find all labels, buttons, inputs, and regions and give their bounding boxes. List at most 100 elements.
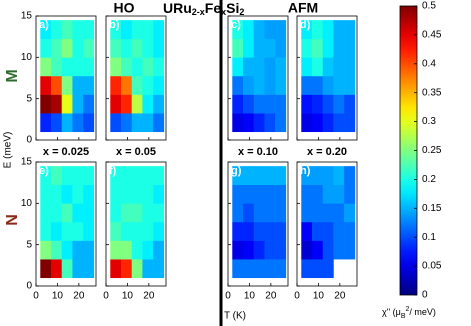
heatmap-cell bbox=[275, 113, 287, 133]
panel-frame bbox=[296, 15, 358, 141]
heatmap-cell bbox=[153, 113, 165, 133]
panel-frame bbox=[296, 161, 358, 287]
x-tick-label: 0 bbox=[294, 291, 300, 302]
heatmap-cell bbox=[51, 166, 63, 186]
doping-label: x = 0.025 bbox=[43, 146, 89, 158]
heatmap-cell bbox=[131, 166, 143, 186]
heatmap-cell bbox=[275, 221, 287, 241]
colorbar-tick-label: 0.15 bbox=[422, 203, 442, 214]
heatmap-cell bbox=[51, 20, 63, 40]
heatmap-cell bbox=[243, 259, 255, 279]
title-subscript: 2-x bbox=[192, 7, 205, 17]
heatmap-cell bbox=[232, 20, 244, 40]
heatmap-cell bbox=[40, 240, 52, 260]
heatmap-cell bbox=[83, 94, 95, 114]
heatmap-cell bbox=[142, 259, 154, 279]
heatmap-cell bbox=[301, 259, 313, 279]
heatmap-cell bbox=[344, 113, 356, 133]
heatmap-cell bbox=[275, 203, 287, 223]
heatmap-cell bbox=[253, 113, 265, 133]
heatmap-cell bbox=[72, 38, 84, 58]
heatmap-cell bbox=[301, 221, 313, 241]
heatmap-cell bbox=[301, 38, 313, 58]
heatmap-cell bbox=[243, 20, 255, 40]
heatmap-cell bbox=[72, 184, 84, 204]
heatmap-cell bbox=[72, 203, 84, 223]
heatmap-cell bbox=[344, 203, 356, 223]
title-subscript: 2 bbox=[239, 7, 244, 17]
heatmap-cell bbox=[153, 203, 165, 223]
heatmap-cell bbox=[131, 20, 143, 40]
heatmap-cell bbox=[301, 20, 313, 40]
heatmap-cell bbox=[121, 20, 133, 40]
heatmap-cell bbox=[110, 57, 122, 77]
heatmap-cell bbox=[61, 113, 73, 133]
panel-label: b) bbox=[109, 19, 120, 31]
heatmap-cell bbox=[312, 259, 324, 279]
heatmap-cell bbox=[243, 240, 255, 260]
heatmap-cell bbox=[61, 203, 73, 223]
colorbar-tick-label: 0.05 bbox=[422, 261, 442, 272]
heatmap-cell bbox=[322, 166, 334, 186]
heatmap-cell bbox=[121, 203, 133, 223]
heatmap-cell bbox=[153, 38, 165, 58]
heatmap-cell bbox=[264, 259, 276, 279]
colorbar-tick-label: 0.4 bbox=[422, 58, 436, 69]
heatmap-cell bbox=[253, 166, 265, 186]
heatmap-cell bbox=[333, 184, 345, 204]
heatmap-cell bbox=[322, 94, 334, 114]
heatmap-cell bbox=[40, 166, 52, 186]
heatmap-cell bbox=[253, 94, 265, 114]
heatmap-cell bbox=[275, 20, 287, 40]
heatmap-cell bbox=[312, 113, 324, 133]
heatmap-cell bbox=[275, 259, 287, 279]
colorbar-tick-label: 0 bbox=[422, 290, 428, 301]
heatmap-cell bbox=[142, 38, 154, 58]
heatmap-cell bbox=[51, 94, 63, 114]
heatmap-cell bbox=[243, 184, 255, 204]
heatmap-cell bbox=[301, 75, 313, 95]
heatmap-cell bbox=[301, 113, 313, 133]
heatmap-cell bbox=[40, 38, 52, 58]
heatmap-cell bbox=[153, 221, 165, 241]
heatmap-cell bbox=[264, 221, 276, 241]
heatmap-cell bbox=[83, 221, 95, 241]
y-tick-label: 10 bbox=[21, 52, 33, 63]
heatmap-cell bbox=[142, 240, 154, 260]
x-axis-label: T (K) bbox=[224, 311, 246, 322]
heatmap-cell bbox=[344, 94, 356, 114]
x-tick-label: 20 bbox=[334, 291, 346, 302]
x-tick-label: 0 bbox=[103, 291, 109, 302]
heatmap-cell bbox=[264, 203, 276, 223]
heatmap-cell bbox=[72, 259, 84, 279]
panel-label: f) bbox=[109, 165, 117, 177]
colorbar-label-part: B bbox=[401, 313, 406, 320]
heatmap-cell bbox=[333, 75, 345, 95]
heatmap-cell bbox=[253, 184, 265, 204]
heatmap-cell bbox=[344, 221, 356, 241]
heatmap-cell bbox=[312, 166, 324, 186]
heatmap-cell bbox=[131, 38, 143, 58]
heatmap-cell bbox=[301, 57, 313, 77]
title-part: URu bbox=[163, 0, 192, 16]
heatmap-cell bbox=[232, 57, 244, 77]
row-label: M bbox=[4, 69, 21, 82]
heatmap-cell bbox=[264, 38, 276, 58]
heatmap-cell bbox=[301, 240, 313, 260]
heatmap-cell bbox=[61, 94, 73, 114]
heatmap-cell bbox=[131, 184, 143, 204]
heatmap-cell bbox=[131, 221, 143, 241]
heatmap-cell bbox=[253, 221, 265, 241]
heatmap-cell bbox=[51, 184, 63, 204]
heatmap-cell bbox=[264, 240, 276, 260]
heatmap-cell bbox=[83, 203, 95, 223]
heatmap-cell bbox=[153, 166, 165, 186]
heatmap-cell bbox=[51, 38, 63, 58]
colorbar-label-part: 2 bbox=[406, 306, 410, 313]
x-tick-label: 10 bbox=[52, 291, 64, 302]
heatmap-cell bbox=[40, 203, 52, 223]
heatmap-cell bbox=[301, 203, 313, 223]
heatmap-cell bbox=[243, 203, 255, 223]
doping-label: x = 0.05 bbox=[116, 146, 156, 158]
